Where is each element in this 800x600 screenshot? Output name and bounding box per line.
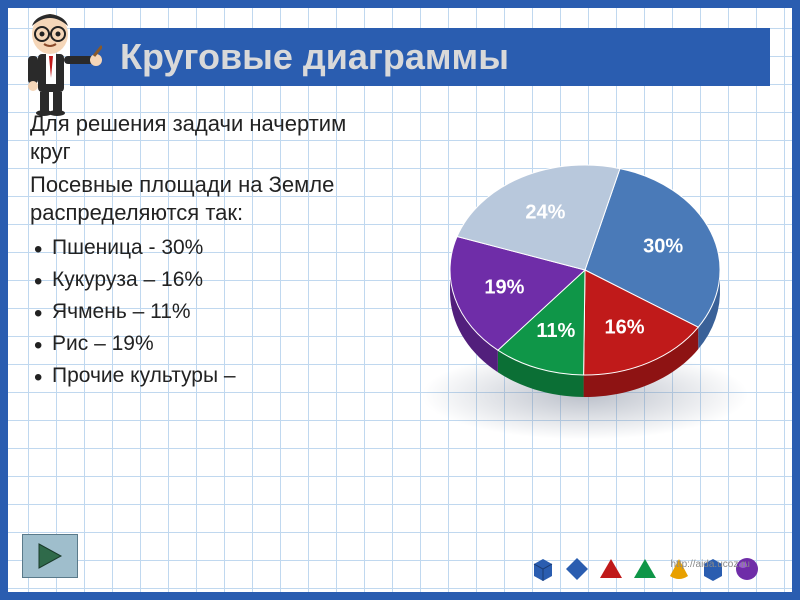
title-bar: Круговые диаграммы: [70, 28, 770, 86]
svg-text:30%: 30%: [643, 236, 683, 258]
diamond-icon: [564, 556, 590, 582]
next-nav-button[interactable]: [22, 534, 78, 578]
list-item: Пшеница - 30%: [30, 232, 390, 264]
pie-svg: 30% 16% 11% 19% 24%: [435, 140, 735, 420]
bullet-list: Пшеница - 30% Кукуруза – 16% Ячмень – 11…: [30, 232, 390, 392]
watermark-text: http://aida.ucoz.ru: [671, 559, 751, 570]
intro-line-2: Посевные площади на Земле распределяются…: [30, 171, 390, 226]
list-item: Прочие культуры –: [30, 360, 390, 392]
svg-text:11%: 11%: [536, 320, 575, 342]
list-item: Ячмень – 11%: [30, 296, 390, 328]
intro-line-1: Для решения задачи начертим круг: [30, 110, 390, 165]
pie-wrap: 30% 16% 11% 19% 24%: [435, 140, 735, 400]
pyramid-icon: [598, 556, 624, 582]
triangle-right-icon: [35, 542, 65, 570]
svg-text:16%: 16%: [605, 316, 645, 338]
cube-icon: [530, 556, 556, 582]
pie-chart: 30% 16% 11% 19% 24%: [400, 130, 770, 460]
list-item: Рис – 19%: [30, 328, 390, 360]
text-content: Для решения задачи начертим круг Посевны…: [30, 110, 390, 392]
pyramid-icon: [632, 556, 658, 582]
teacher-character: [10, 8, 102, 116]
page-title: Круговые диаграммы: [120, 36, 509, 78]
svg-text:24%: 24%: [525, 202, 565, 224]
svg-text:19%: 19%: [484, 277, 524, 299]
list-item: Кукуруза – 16%: [30, 264, 390, 296]
